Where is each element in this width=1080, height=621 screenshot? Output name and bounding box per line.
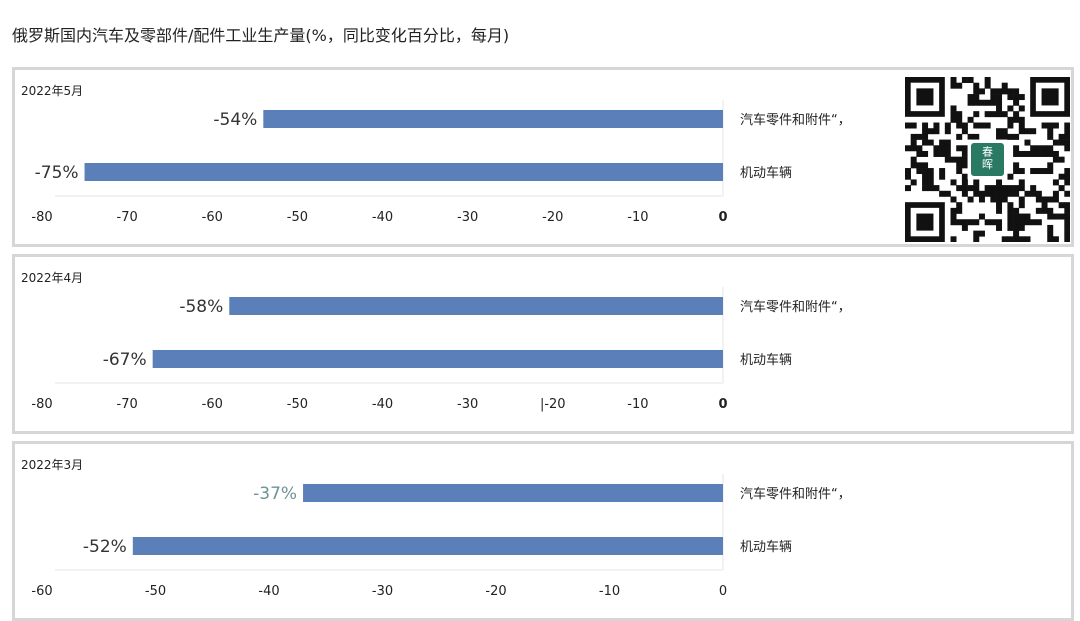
x-tick-label: -30 [372,584,393,599]
qr-logo-text: 春 [982,146,993,159]
panel-label: 2022年5月 [21,84,84,98]
x-tick-label: -60 [202,210,223,225]
x-tick-label: -80 [31,210,52,225]
bar [132,537,724,555]
data-label: -37% [253,484,297,504]
x-tick-label: -40 [372,210,393,225]
x-tick-label: 0 [719,584,727,599]
x-tick-label: -60 [202,397,223,412]
x-tick-label: 0 [718,210,727,225]
x-tick-label: -30 [457,210,478,225]
bar [263,110,723,128]
x-tick-label: -50 [287,210,308,225]
chart-svg: -58% 汽车零件和附件“， -67% 机动车辆 -80 -70 -60 -50 -40 -30 |… [31,287,851,412]
category-label: 汽车零件和附件“， [740,112,851,128]
x-tick-label: -80 [31,397,52,412]
category-label: 机动车辆 [740,165,792,181]
x-tick-label: -10 [627,397,648,412]
x-tick-label: -50 [287,397,308,412]
chart-svg: -54% 汽车零件和附件“， -75% 机动车辆 -80 -70 -60 -50 -40 -30 -… [31,100,851,225]
page-title: 俄罗斯国内汽车及零部件/配件工业生产量(%，同比变化百分比，每月) [12,26,510,45]
x-tick-label: -50 [145,584,166,599]
bar [152,350,724,368]
bar [229,297,723,315]
chart-svg: -37% 汽车零件和附件“， -52% 机动车辆 -60 -50 -40 -30 -20 -10 0 [31,474,851,599]
qr-code-image: 春晖 [905,77,1070,242]
bar [84,163,723,181]
x-tick-label: -10 [627,210,648,225]
x-tick-label: -40 [372,397,393,412]
category-label: 机动车辆 [740,539,792,555]
x-tick-label: -40 [258,584,279,599]
x-tick-label: -20 [542,210,563,225]
bar [303,484,723,502]
x-tick-label: |-20 [540,397,566,412]
qr-logo-badge [971,143,1004,176]
category-label: 汽车零件和附件“， [740,299,851,315]
x-tick-label: -30 [457,397,478,412]
panel-label: 2022年3月 [21,458,84,472]
x-tick-label: -20 [485,584,506,599]
x-tick-label: -10 [599,584,620,599]
x-tick-label: -70 [117,397,138,412]
category-label: 机动车辆 [740,352,792,368]
panel-label: 2022年4月 [21,271,84,285]
chart-panel-april: 2022年4月 -58% 汽车零件和附件“， -67% 机动车辆 -80 -70 -60 -5… [12,254,1074,434]
category-label: 汽车零件和附件“， [740,486,851,502]
data-label: -58% [179,297,223,317]
data-label: -67% [103,350,147,370]
x-tick-label: -70 [117,210,138,225]
data-label: -54% [213,110,257,130]
chart-panel-may: 2022年5月 -54% 汽车零件和附件“， -75% 机动车辆 -80 -70 -60 -5… [12,67,1074,247]
data-label: -52% [83,537,127,557]
x-tick-label: 0 [718,397,727,412]
chart-panel-march: 2022年3月 -37% 汽车零件和附件“， -52% 机动车辆 -60 -50 -40 -3… [12,441,1074,621]
qr-logo-text: 晖 [982,158,993,171]
x-tick-label: -60 [31,584,52,599]
data-label: -75% [35,163,79,183]
